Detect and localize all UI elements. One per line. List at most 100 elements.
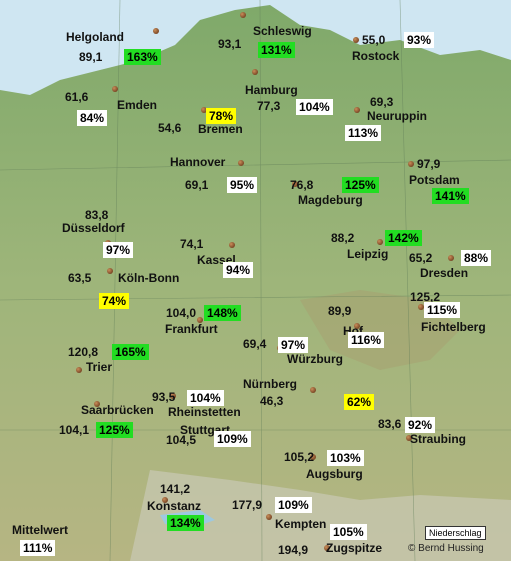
station-marker [292, 181, 298, 187]
station-percent-badge: 88% [461, 250, 492, 266]
station-value: 88,2 [331, 231, 355, 245]
station-name: Magdeburg [298, 193, 363, 207]
station-marker [170, 393, 176, 399]
station-name: Kempten [275, 517, 327, 531]
station-marker [354, 107, 360, 113]
station-percent-badge: 74% [99, 293, 130, 309]
station-percent-badge: 84% [77, 110, 108, 126]
station-percent-badge: 134% [167, 515, 204, 531]
station-value: 104,1 [59, 423, 90, 437]
station-marker [418, 304, 424, 310]
station-marker [201, 107, 207, 113]
station-name: Rostock [352, 49, 400, 63]
station-percent-badge: 78% [206, 108, 237, 124]
station-value: 89,9 [328, 304, 352, 318]
mountain-shading [300, 290, 460, 370]
station-percent-badge: 104% [296, 99, 333, 115]
station-percent-badge: 131% [258, 42, 295, 58]
station-name: Neuruppin [367, 109, 427, 123]
station-value: 194,9 [278, 543, 309, 557]
station-value: 74,1 [180, 237, 204, 251]
station-name: Emden [117, 98, 158, 112]
station-percent-badge: 125% [342, 177, 379, 193]
station-percent-badge: 93% [404, 32, 435, 48]
copyright: © Bernd Hussing [408, 543, 484, 554]
station-value: 46,3 [260, 394, 284, 408]
station-name: Saarbrücken [81, 403, 154, 417]
alps-area [130, 470, 511, 561]
station-value: 89,1 [79, 50, 103, 64]
station-marker [310, 387, 316, 393]
station-value: 177,9 [232, 498, 263, 512]
station-name: Konstanz [147, 499, 201, 513]
station-name: Düsseldorf [62, 221, 125, 235]
station-marker [229, 242, 235, 248]
station-marker [353, 37, 359, 43]
station-value: 97,9 [417, 157, 441, 171]
station-marker [377, 239, 383, 245]
station-percent-badge: 103% [327, 450, 364, 466]
station-percent-badge: 113% [345, 125, 382, 141]
mean-label: Mittelwert [12, 523, 69, 537]
station-value: 61,6 [65, 90, 89, 104]
station-percent-badge: 97% [278, 337, 309, 353]
mean-percent: 111% [20, 540, 56, 556]
station-name: Hannover [170, 155, 226, 169]
station-marker [162, 497, 168, 503]
station-marker [238, 160, 244, 166]
station-name: Trier [86, 360, 113, 374]
station-name: Augsburg [306, 467, 363, 481]
station-marker [310, 454, 316, 460]
station-percent-badge: 104% [187, 390, 224, 406]
station-percent-badge: 109% [275, 497, 312, 513]
station-marker [408, 161, 414, 167]
station-value: 120,8 [68, 345, 99, 359]
station-marker [354, 323, 360, 329]
station-value: 54,6 [158, 121, 182, 135]
station-value: 63,5 [68, 271, 92, 285]
station-marker [448, 255, 454, 261]
station-name: Rheinstetten [168, 405, 241, 419]
station-value: 65,2 [409, 251, 433, 265]
station-marker [266, 514, 272, 520]
station-percent-badge: 165% [112, 344, 149, 360]
station-name: Leipzig [347, 247, 389, 261]
station-percent-badge: 95% [227, 177, 258, 193]
station-value: 76,8 [290, 178, 314, 192]
station-value: 93,5 [152, 390, 176, 404]
station-percent-badge: 92% [405, 417, 436, 433]
station-value: 105,2 [284, 450, 315, 464]
station-percent-badge: 109% [214, 431, 251, 447]
station-value: 104,0 [166, 306, 197, 320]
station-name: Dresden [420, 266, 469, 280]
station-value: 83,8 [85, 208, 109, 222]
station-marker [324, 545, 330, 551]
station-value: 93,1 [218, 37, 242, 51]
station-value: 125,2 [410, 290, 441, 304]
station-value: 104,5 [166, 433, 197, 447]
legend-label: Niederschlag [425, 526, 486, 540]
station-percent-badge: 125% [96, 422, 133, 438]
station-name: Schleswig [253, 24, 312, 38]
station-name: Zugspitze [326, 541, 382, 555]
station-percent-badge: 105% [330, 524, 367, 540]
station-marker [94, 401, 100, 407]
station-percent-badge: 141% [432, 188, 469, 204]
station-name: Fichtelberg [421, 320, 486, 334]
station-value: 55,0 [362, 33, 386, 47]
station-name: Helgoland [66, 30, 125, 44]
station-name: Frankfurt [165, 322, 218, 336]
station-marker [107, 268, 113, 274]
station-value: 141,2 [160, 482, 191, 496]
station-name: Würzburg [287, 352, 343, 366]
station-marker [240, 12, 246, 18]
station-percent-badge: 148% [204, 305, 241, 321]
station-value: 69,4 [243, 337, 267, 351]
station-percent-badge: 116% [348, 332, 385, 348]
station-marker [406, 435, 412, 441]
station-percent-badge: 115% [424, 302, 461, 318]
station-name: Bremen [198, 122, 243, 136]
station-name: Hamburg [245, 83, 298, 97]
station-name: Potsdam [409, 173, 460, 187]
